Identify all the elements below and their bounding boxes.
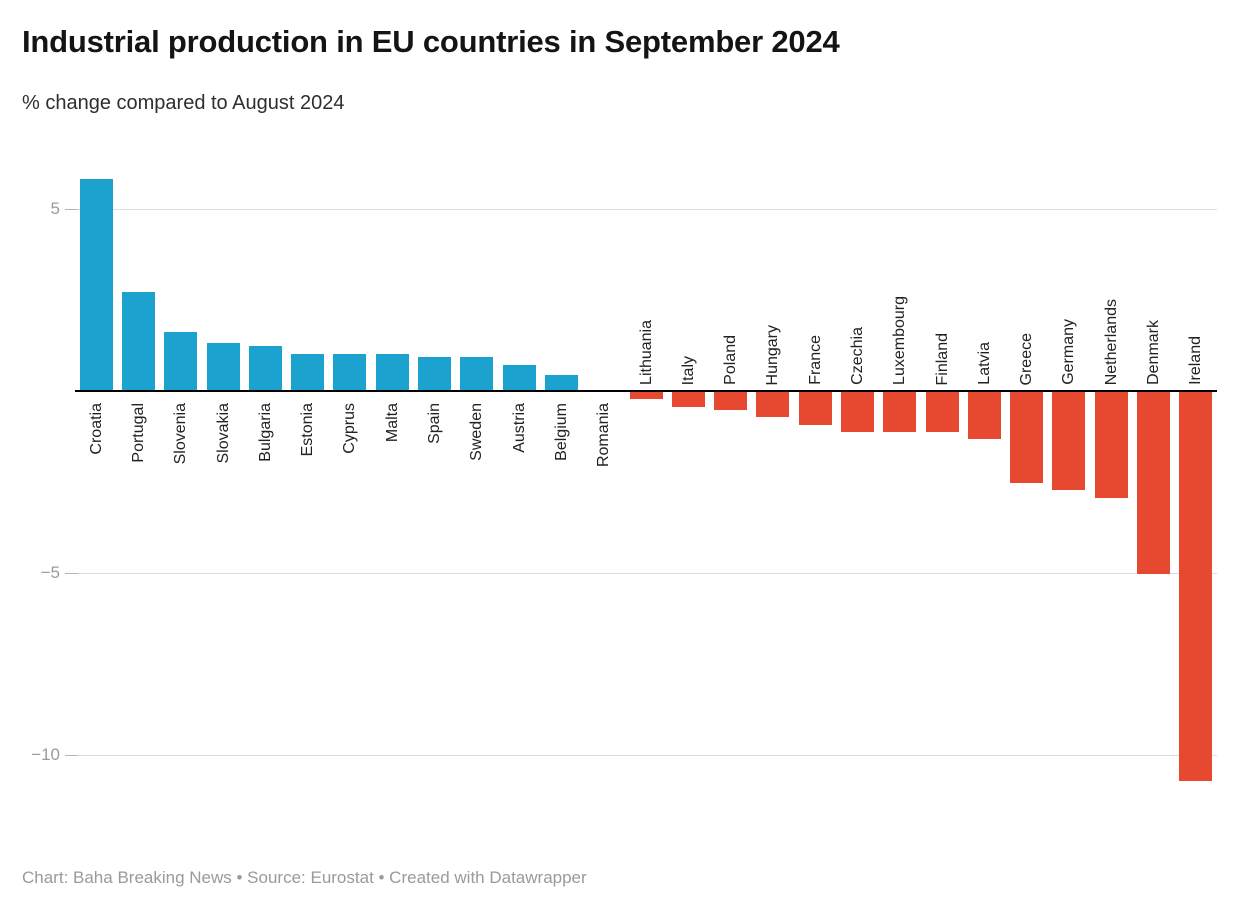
y-axis-label-5: 5 (50, 199, 60, 218)
bar-poland[interactable] (714, 392, 747, 410)
bar-finland[interactable] (926, 392, 959, 432)
bar-label-ireland: Ireland (1187, 336, 1204, 385)
bar-lithuania[interactable] (630, 392, 663, 399)
bar-label-lithuania: Lithuania (638, 320, 655, 385)
bar-estonia[interactable] (291, 354, 324, 390)
bar-denmark[interactable] (1137, 392, 1170, 574)
bar-belgium[interactable] (545, 375, 578, 390)
bar-label-denmark: Denmark (1145, 320, 1162, 385)
bar-croatia[interactable] (80, 179, 113, 390)
chart-credit: Chart: Baha Breaking News • Source: Euro… (22, 868, 587, 887)
bar-label-portugal: Portugal (130, 403, 147, 463)
axis-tick--10 (65, 755, 78, 756)
bar-italy[interactable] (672, 392, 705, 407)
bar-label-czechia: Czechia (849, 327, 866, 385)
bar-label-france: France (807, 335, 824, 385)
bar-austria[interactable] (503, 365, 536, 390)
bar-slovakia[interactable] (207, 343, 240, 390)
bar-france[interactable] (799, 392, 832, 425)
bar-label-austria: Austria (511, 403, 528, 453)
bar-label-finland: Finland (934, 332, 951, 385)
chart-title: Industrial production in EU countries in… (22, 24, 840, 59)
bar-label-croatia: Croatia (88, 403, 105, 455)
gridline--5 (65, 573, 1217, 574)
bar-bulgaria[interactable] (249, 346, 282, 390)
bar-latvia[interactable] (968, 392, 1001, 439)
bar-luxembourg[interactable] (883, 392, 916, 432)
gridline--10 (65, 755, 1217, 756)
bar-label-romania: Romania (595, 403, 612, 468)
bar-czechia[interactable] (841, 392, 874, 432)
bar-label-slovenia: Slovenia (172, 403, 189, 465)
bar-label-slovakia: Slovakia (215, 403, 232, 464)
gridline-5 (65, 209, 1217, 210)
bar-label-spain: Spain (426, 403, 443, 444)
bar-label-malta: Malta (384, 403, 401, 443)
axis-tick-5 (65, 209, 78, 210)
y-axis-label--5: −5 (40, 563, 60, 582)
axis-tick--5 (65, 573, 78, 574)
bar-portugal[interactable] (122, 292, 155, 390)
bar-slovenia[interactable] (164, 332, 197, 390)
y-axis-label--10: −10 (31, 745, 60, 764)
bar-ireland[interactable] (1179, 392, 1212, 781)
chart-subtitle: % change compared to August 2024 (22, 92, 345, 114)
bar-label-italy: Italy (680, 355, 697, 385)
bar-label-sweden: Sweden (468, 403, 485, 461)
bar-label-netherlands: Netherlands (1103, 298, 1120, 385)
bar-cyprus[interactable] (333, 354, 366, 390)
bar-malta[interactable] (376, 354, 409, 390)
bar-greece[interactable] (1010, 392, 1043, 483)
bar-label-luxembourg: Luxembourg (891, 296, 908, 385)
bar-hungary[interactable] (756, 392, 789, 417)
bar-netherlands[interactable] (1095, 392, 1128, 498)
bar-spain[interactable] (418, 357, 451, 390)
bar-label-germany: Germany (1060, 319, 1077, 385)
bar-label-belgium: Belgium (553, 403, 570, 461)
bar-sweden[interactable] (460, 357, 493, 390)
bar-label-hungary: Hungary (764, 324, 781, 385)
bar-label-greece: Greece (1018, 332, 1035, 385)
bar-germany[interactable] (1052, 392, 1085, 490)
bar-label-cyprus: Cyprus (341, 403, 358, 454)
bar-label-poland: Poland (722, 335, 739, 385)
bar-label-latvia: Latvia (976, 342, 993, 385)
x-axis-baseline (75, 390, 1217, 392)
bar-label-estonia: Estonia (299, 403, 316, 457)
bar-label-bulgaria: Bulgaria (257, 403, 274, 462)
